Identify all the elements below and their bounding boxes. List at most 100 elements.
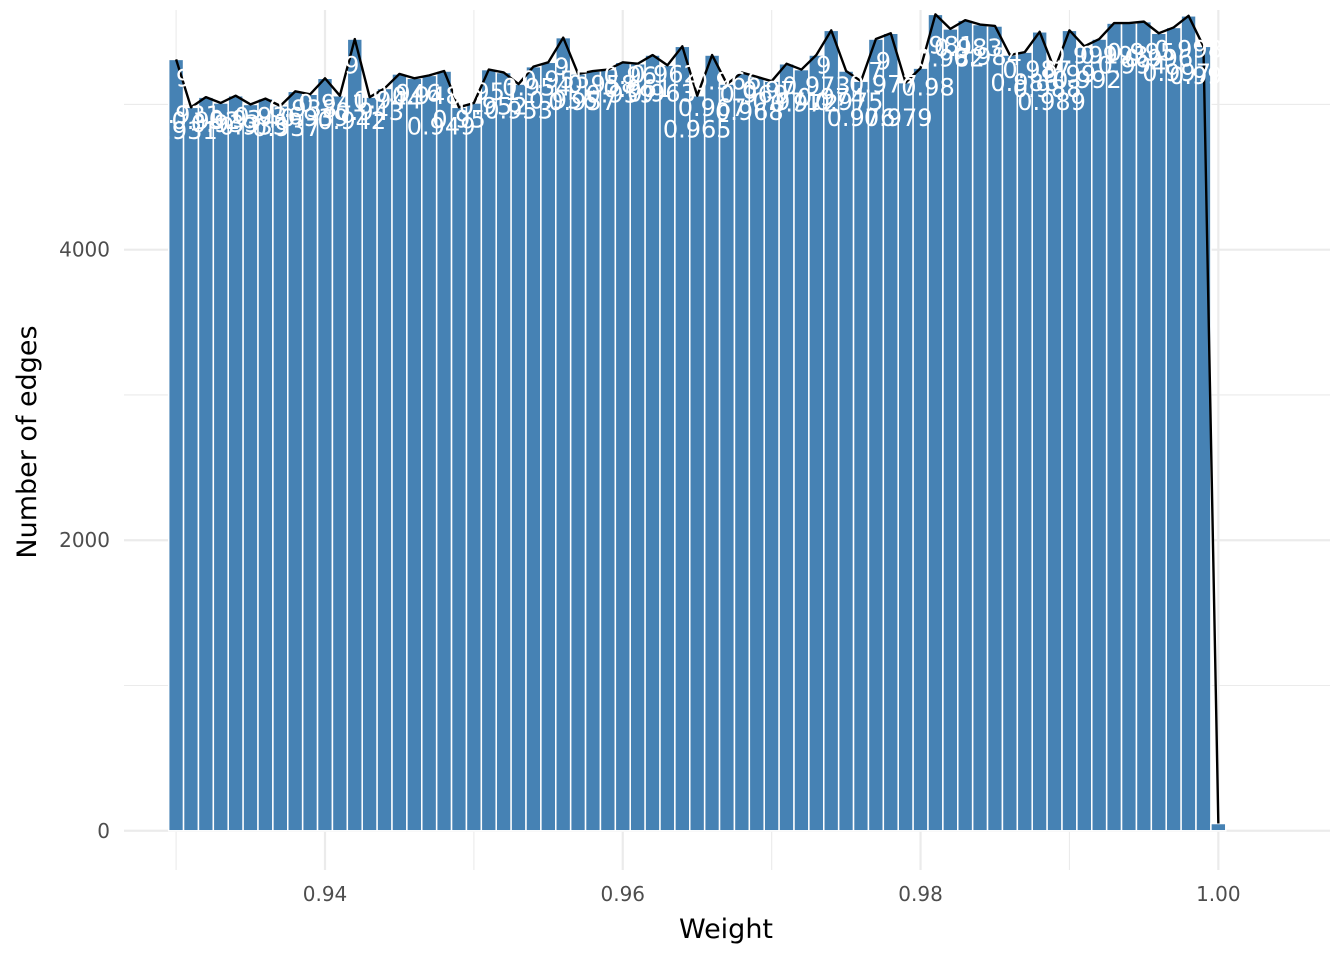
bar-label: 9: [876, 47, 891, 75]
bar: [391, 73, 408, 832]
y-tick-label: 2000: [59, 528, 110, 552]
bar-label: 0.957: [548, 88, 617, 116]
bar-label: 7: [868, 57, 883, 85]
y-axis-title: Number of edges: [12, 325, 43, 558]
bar: [584, 70, 602, 832]
bar-label: 0.951: [451, 78, 520, 106]
bar: [227, 94, 244, 832]
bar-label: 0.993: [1080, 41, 1149, 69]
bar: [316, 77, 334, 832]
bar-label: 0.958: [568, 71, 637, 99]
trend-line: [174, 13, 1220, 824]
y-tick-label: 0: [97, 819, 110, 843]
bar: [703, 54, 721, 832]
bar: [897, 81, 914, 832]
bar: [718, 83, 736, 832]
bar-label: 9: [344, 52, 359, 80]
bar-label: 0.937: [252, 114, 321, 142]
bar: [942, 28, 959, 832]
bar-label: 0.946: [373, 79, 442, 107]
bar: [1091, 38, 1108, 832]
bar-label: 0.989: [1017, 88, 1086, 116]
bar: [435, 70, 453, 832]
bar: [986, 25, 1004, 832]
bar-label: 0.952: [459, 92, 528, 120]
bar-label: 9: [816, 52, 831, 80]
bar: [1031, 31, 1048, 832]
bar: [614, 61, 631, 832]
bar-label: 0.962: [630, 60, 699, 88]
bar: [1105, 22, 1123, 832]
bar-label: 0.95: [432, 105, 485, 133]
bar: [361, 96, 378, 832]
bar-label: 0.986: [990, 69, 1059, 97]
bar: [1046, 68, 1063, 832]
bar: [1150, 32, 1167, 832]
bar-label: 0.954: [502, 73, 571, 101]
bar: [1195, 45, 1212, 832]
bar-label: 0.933: [191, 110, 260, 138]
bar-label: 0.973: [782, 72, 851, 100]
bar: [1076, 45, 1093, 832]
bar-label: 0.996: [1124, 44, 1193, 72]
bar-label: 0.998: [1154, 36, 1223, 64]
bar-label: 0.944: [353, 87, 422, 115]
bar-label: 9: [554, 53, 569, 81]
bars: [167, 13, 1227, 832]
bar: [852, 80, 870, 832]
bar: [406, 77, 423, 832]
bar: [1135, 20, 1153, 832]
bar-label: 0.932: [172, 107, 241, 135]
bar: [525, 65, 542, 832]
bar: [242, 103, 259, 832]
bar: [346, 38, 363, 832]
bar: [540, 61, 557, 832]
bar: [450, 106, 468, 832]
x-tick-label: 0.94: [303, 882, 348, 906]
bar-label: 0.987: [1002, 56, 1071, 84]
bar-label: 0.948: [392, 82, 461, 110]
bar: [1001, 54, 1019, 832]
bar: [748, 76, 765, 832]
bar-label: 0.972: [770, 89, 839, 117]
bar-label: 0.984: [953, 43, 1022, 71]
bar-label: 0.971: [752, 88, 821, 116]
bar: [659, 64, 676, 832]
x-axis-ticks: 0.94 0.96 0.98 1.00: [303, 882, 1241, 906]
bar-label: 0.949: [407, 113, 476, 141]
bar-label: 0.966: [693, 68, 762, 96]
bar: [465, 102, 483, 832]
bar-label: 0.969: [719, 81, 788, 109]
bar-label: 0.994: [1098, 52, 1167, 80]
bar-label: 0.97: [742, 76, 795, 104]
bar: [1180, 15, 1197, 832]
bar: [197, 96, 215, 832]
bar-label: .931: [164, 117, 217, 145]
bar: [837, 70, 855, 832]
bar: [793, 68, 810, 832]
bar: [763, 80, 780, 832]
bar: [167, 58, 185, 832]
bar-label: 0.977: [849, 71, 918, 99]
line: [174, 13, 1220, 824]
bar: [510, 83, 527, 832]
bar: [689, 94, 706, 832]
bar-label: 0.939: [280, 104, 349, 132]
y-axis-ticks: 0 2000 4000: [59, 238, 110, 843]
bar-label: 0.995: [1107, 39, 1176, 67]
bar-label: 0.959: [585, 81, 654, 109]
y-tick-label: 4000: [59, 238, 110, 262]
bar: [287, 90, 304, 832]
bar: [823, 29, 840, 832]
bar-label: 0.956: [529, 87, 598, 115]
x-axis-title: Weight: [679, 914, 773, 945]
bar: [1210, 822, 1227, 832]
bar-label: 0.965: [663, 116, 732, 144]
bar: [912, 67, 929, 832]
bar: [555, 36, 572, 832]
bar: [971, 23, 989, 832]
bar-label: 0.941: [298, 89, 367, 117]
bar-label: 0.963: [627, 79, 696, 107]
bar-label: 0.943: [335, 98, 404, 126]
bar-label: 0.955: [521, 66, 590, 94]
